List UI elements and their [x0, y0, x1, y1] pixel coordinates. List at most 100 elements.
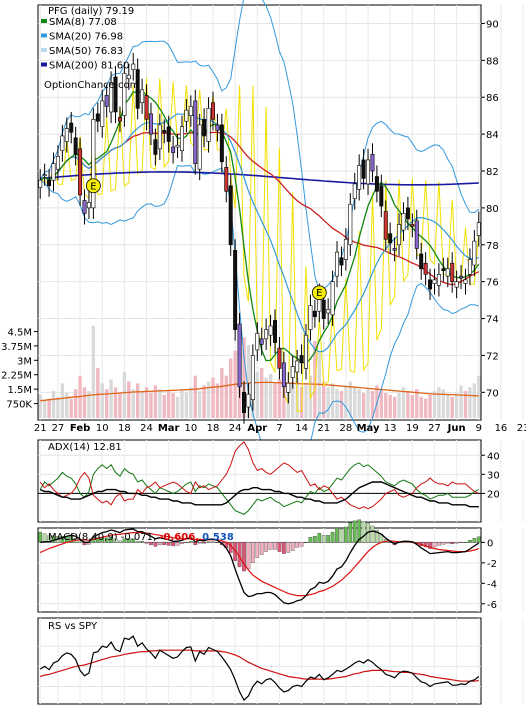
volume-bar	[313, 341, 317, 418]
legend-swatch	[41, 19, 47, 23]
candle-body	[370, 154, 375, 172]
candle-body	[237, 323, 242, 388]
macd-title-signal: -0.606,	[159, 532, 199, 543]
volume-bar	[127, 381, 131, 418]
candle-body	[441, 268, 446, 271]
x-tick-label: 21	[317, 423, 330, 434]
volume-bar	[104, 389, 109, 418]
sma20-line	[39, 113, 479, 353]
legend-entry: SMA(8) 77.08	[49, 17, 117, 28]
candle-body	[348, 203, 353, 246]
x-tick-label: Apr	[247, 423, 267, 434]
candle-body	[463, 279, 468, 284]
volume-bar	[51, 391, 56, 418]
volume-bar	[361, 393, 366, 418]
price-title-last: 79.19	[106, 6, 135, 17]
legend-entry: SMA(20) 76.98	[49, 32, 123, 43]
candle-body	[326, 309, 331, 314]
macd-histogram-bar	[104, 537, 109, 543]
volume-bar	[47, 398, 51, 418]
candle-body	[339, 257, 344, 266]
volume-y-ticks: 750K 1.5M 2.25M 3M 3.75M 4.5M	[1, 327, 38, 411]
volume-bar	[291, 381, 295, 418]
macd-histogram-bar	[459, 542, 463, 544]
x-tick-label: Feb	[70, 423, 90, 434]
price-title-name: PFG (daily)	[48, 6, 103, 17]
volume-bar	[153, 385, 158, 418]
bollinger-upper	[39, 0, 480, 292]
candle-body	[304, 334, 308, 369]
volume-bar	[109, 379, 113, 418]
macd-histogram-bar	[344, 526, 348, 543]
x-tick-label: Jun	[447, 423, 466, 434]
macd-grid	[38, 528, 524, 612]
volume-bar	[264, 377, 268, 418]
x-tick-label: 10	[184, 423, 197, 434]
volume-bar	[38, 394, 42, 418]
candle-body	[69, 122, 74, 133]
volume-bar	[472, 383, 477, 418]
candle-body	[211, 102, 215, 120]
adx-line	[39, 481, 479, 508]
candle-body	[273, 320, 277, 343]
volume-bar	[379, 389, 384, 418]
candle-body	[148, 113, 153, 135]
macd-histogram-bar	[184, 542, 189, 543]
candle-body	[202, 119, 207, 137]
volume-bar	[446, 394, 450, 418]
price-tick-label: 70	[486, 388, 499, 399]
macd-histogram-bar	[126, 538, 131, 543]
x-tick-label: 13	[384, 423, 397, 434]
macd-histogram-bar	[171, 542, 175, 547]
candle-body	[104, 95, 109, 107]
volume-bar	[344, 385, 348, 418]
candle-body	[414, 220, 419, 249]
volume-tick-label: 3.75M	[1, 342, 32, 353]
macd-tick-label: 0	[487, 538, 493, 549]
volume-bar	[392, 396, 397, 418]
rs-panel: RS vs SPY	[37, 617, 524, 705]
x-tick-label: Mar	[158, 423, 180, 434]
volume-bar	[206, 381, 211, 418]
macd-tick-label: -2	[487, 559, 497, 570]
volume-bar	[353, 387, 357, 418]
macd-histogram-bar	[268, 542, 273, 550]
volume-tick-label: 2.25M	[1, 371, 32, 382]
candles	[38, 52, 481, 424]
candle-body	[126, 74, 131, 80]
candle-body	[255, 333, 260, 351]
adx-title: ADX(14) 12.81	[48, 442, 122, 453]
volume-bar	[131, 389, 135, 418]
candle-body	[357, 165, 362, 190]
volume-bar	[419, 396, 423, 418]
price-tick-label: 82	[486, 167, 499, 178]
volume-bar	[432, 391, 437, 418]
volume-bar	[149, 393, 153, 418]
volume-bar	[175, 396, 180, 418]
macd-histogram-bar	[255, 542, 260, 558]
volume-bar	[437, 387, 441, 418]
candle-body	[428, 279, 433, 290]
rs-grid	[38, 618, 524, 704]
macd-histogram-bar	[206, 541, 211, 543]
x-tick-label: 16	[495, 423, 508, 434]
candle-body	[467, 259, 472, 275]
candle-body	[162, 130, 167, 133]
candle-body	[308, 305, 313, 330]
macd-title-hist: 0.538	[202, 532, 234, 543]
macd-histogram-bar	[131, 538, 136, 543]
x-tick-label: May	[357, 423, 380, 434]
macd-histogram-bar	[242, 542, 246, 572]
volume-bar	[242, 337, 246, 418]
price-tick-label: 76	[486, 278, 499, 289]
candle-body	[140, 89, 145, 104]
volume-bar	[202, 385, 206, 418]
x-tick-label: 23	[517, 423, 526, 434]
adx-tick-label: 30	[487, 470, 500, 481]
price-tick-label: 72	[486, 351, 499, 362]
volume-bar	[118, 393, 122, 418]
volume-bar	[260, 368, 264, 418]
volume-bar	[348, 381, 352, 418]
candle-body	[419, 253, 424, 270]
